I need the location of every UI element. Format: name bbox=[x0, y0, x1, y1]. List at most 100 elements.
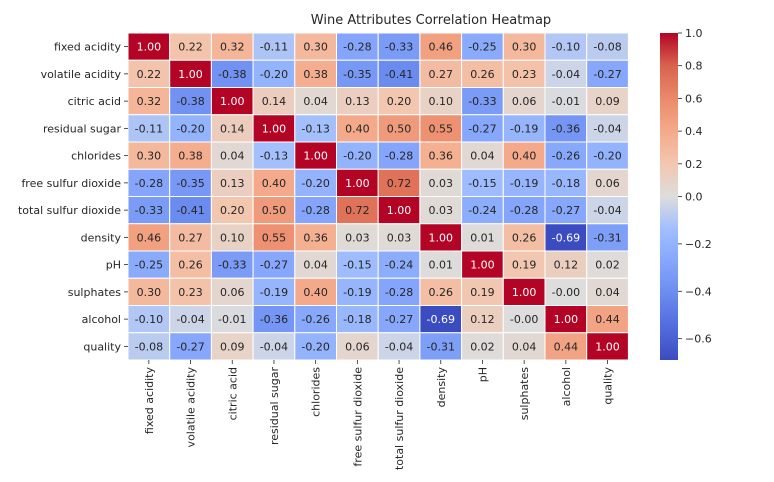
cell-value-label: 0.26 bbox=[470, 68, 495, 81]
heatmap-cell bbox=[377, 277, 421, 306]
colorbar-tick-label: 0.4 bbox=[685, 125, 703, 138]
x-axis: fixed acidity volatile acidity citric acid… bbox=[143, 360, 615, 470]
heatmap-cell bbox=[586, 250, 629, 279]
heatmap-cell bbox=[586, 196, 629, 225]
x-tick-label-sulphates: sulphates bbox=[518, 367, 531, 421]
heatmap-cell bbox=[169, 277, 212, 306]
cell-value-label: -0.13 bbox=[301, 122, 329, 135]
heatmap-cell bbox=[336, 32, 379, 61]
cell-value-label: 0.27 bbox=[429, 68, 454, 81]
heatmap-cell bbox=[377, 332, 421, 361]
cell-value-label: 0.09 bbox=[220, 340, 245, 353]
cell-value-label: 0.27 bbox=[178, 231, 203, 244]
cell-value-label: -0.11 bbox=[135, 122, 163, 135]
cell-value-label: 0.32 bbox=[220, 41, 245, 54]
heatmap-cell bbox=[419, 168, 463, 197]
cell-value-label: 0.03 bbox=[345, 231, 370, 244]
cell-value-label: -0.10 bbox=[552, 41, 580, 54]
heatmap-cell bbox=[127, 223, 171, 252]
cell-value-label: -0.35 bbox=[343, 68, 371, 81]
cell-value-label: 0.04 bbox=[512, 340, 537, 353]
x-tick-label-residual-sugar: residual sugar bbox=[268, 367, 281, 446]
heatmap-cell bbox=[502, 32, 546, 61]
cell-value-label: -0.20 bbox=[260, 68, 288, 81]
cell-value-label: -0.28 bbox=[301, 204, 329, 217]
cell-value-label: -0.01 bbox=[218, 313, 246, 326]
cell-value-label: -0.20 bbox=[301, 340, 329, 353]
heatmap-cell bbox=[502, 114, 546, 143]
heatmap-cell bbox=[210, 87, 254, 116]
cell-value-label: -0.08 bbox=[135, 340, 163, 353]
cell-value-label: -0.00 bbox=[552, 286, 580, 299]
cell-value-label: 0.50 bbox=[387, 122, 412, 135]
cell-value-label: 0.36 bbox=[303, 231, 328, 244]
cell-value-label: 0.26 bbox=[429, 286, 454, 299]
cell-value-label: 0.40 bbox=[512, 150, 537, 163]
heatmap-cell bbox=[502, 196, 546, 225]
cell-value-label: -0.04 bbox=[385, 340, 413, 353]
heatmap-cell bbox=[127, 305, 171, 334]
cell-value-label: -0.24 bbox=[468, 204, 496, 217]
cell-value-label: -0.27 bbox=[385, 313, 413, 326]
cell-value-label: 0.02 bbox=[470, 340, 495, 353]
heatmap-cell bbox=[377, 59, 421, 88]
heatmap-cell bbox=[544, 277, 588, 306]
colorbar: 1.0 0.8 0.6 0.4 0.2 0.0 −0.2 −0.4 −0.6 bbox=[660, 27, 712, 360]
cell-value-label: 0.44 bbox=[595, 313, 620, 326]
x-tick-label-citric-acid: citric acid bbox=[226, 367, 239, 420]
cell-value-label: 0.55 bbox=[429, 122, 454, 135]
cell-value-label: 1.00 bbox=[220, 95, 245, 108]
cell-value-label: 0.10 bbox=[220, 231, 245, 244]
heatmap-cell bbox=[294, 196, 337, 225]
cell-value-label: 1.00 bbox=[303, 150, 328, 163]
heatmap-cell bbox=[502, 332, 546, 361]
x-tick-label-volatile-acidity: volatile acidity bbox=[185, 367, 198, 448]
cell-value-label: -0.31 bbox=[427, 340, 455, 353]
cell-value-label: 0.72 bbox=[345, 204, 370, 217]
colorbar-tick-label: −0.6 bbox=[685, 333, 712, 346]
y-tick-label-alcohol: alcohol bbox=[82, 313, 121, 326]
cell-value-label: -0.26 bbox=[552, 150, 580, 163]
cell-value-label: 0.10 bbox=[429, 95, 454, 108]
heatmap-cell bbox=[586, 32, 629, 61]
cell-value-label: -0.27 bbox=[552, 204, 580, 217]
cell-value-label: -0.25 bbox=[135, 259, 163, 272]
x-tick-label-quality: quality bbox=[602, 367, 615, 405]
heatmap-cell bbox=[294, 87, 337, 116]
heatmap-cell bbox=[586, 59, 629, 88]
heatmap-cell bbox=[252, 223, 296, 252]
heatmap-cell bbox=[294, 223, 337, 252]
cell-value-label: 0.03 bbox=[429, 204, 454, 217]
y-tick-label-volatile-acidity: volatile acidity bbox=[41, 68, 122, 81]
cell-value-label: -0.28 bbox=[343, 41, 371, 54]
cell-value-label: 0.06 bbox=[595, 177, 620, 190]
heatmap-cell bbox=[252, 277, 296, 306]
heatmap-cell bbox=[586, 332, 629, 361]
heatmap-cell bbox=[419, 277, 463, 306]
heatmap-cell bbox=[169, 305, 212, 334]
heatmap-cell bbox=[169, 141, 212, 170]
cell-value-label: 0.14 bbox=[262, 95, 287, 108]
cell-value-label: 0.40 bbox=[345, 122, 370, 135]
heatmap-cell bbox=[252, 196, 296, 225]
heatmap-cell bbox=[169, 332, 212, 361]
colorbar-tick-label: 0.0 bbox=[685, 191, 703, 204]
heatmap-cell bbox=[461, 305, 504, 334]
cell-value-label: -0.41 bbox=[176, 204, 204, 217]
y-tick-label-chlorides: chlorides bbox=[71, 150, 121, 163]
cell-value-label: -0.20 bbox=[343, 150, 371, 163]
heatmap-cell bbox=[586, 87, 629, 116]
y-tick-label-free-sulfur-dioxide: free sulfur dioxide bbox=[21, 177, 121, 190]
cell-value-label: -0.28 bbox=[510, 204, 538, 217]
cell-value-label: 0.23 bbox=[178, 286, 203, 299]
y-tick-label-residual-sugar: residual sugar bbox=[43, 122, 122, 135]
x-tick-label-fixed-acidity: fixed acidity bbox=[143, 367, 156, 435]
heatmap-cells bbox=[127, 32, 629, 361]
cell-value-label: -0.35 bbox=[176, 177, 204, 190]
cell-value-label: 0.30 bbox=[137, 286, 162, 299]
y-axis: fixed acidity volatile acidity citric acid… bbox=[18, 41, 128, 353]
heatmap-cell bbox=[419, 141, 463, 170]
heatmap-cell bbox=[419, 32, 463, 61]
cell-value-label: 0.26 bbox=[512, 231, 537, 244]
